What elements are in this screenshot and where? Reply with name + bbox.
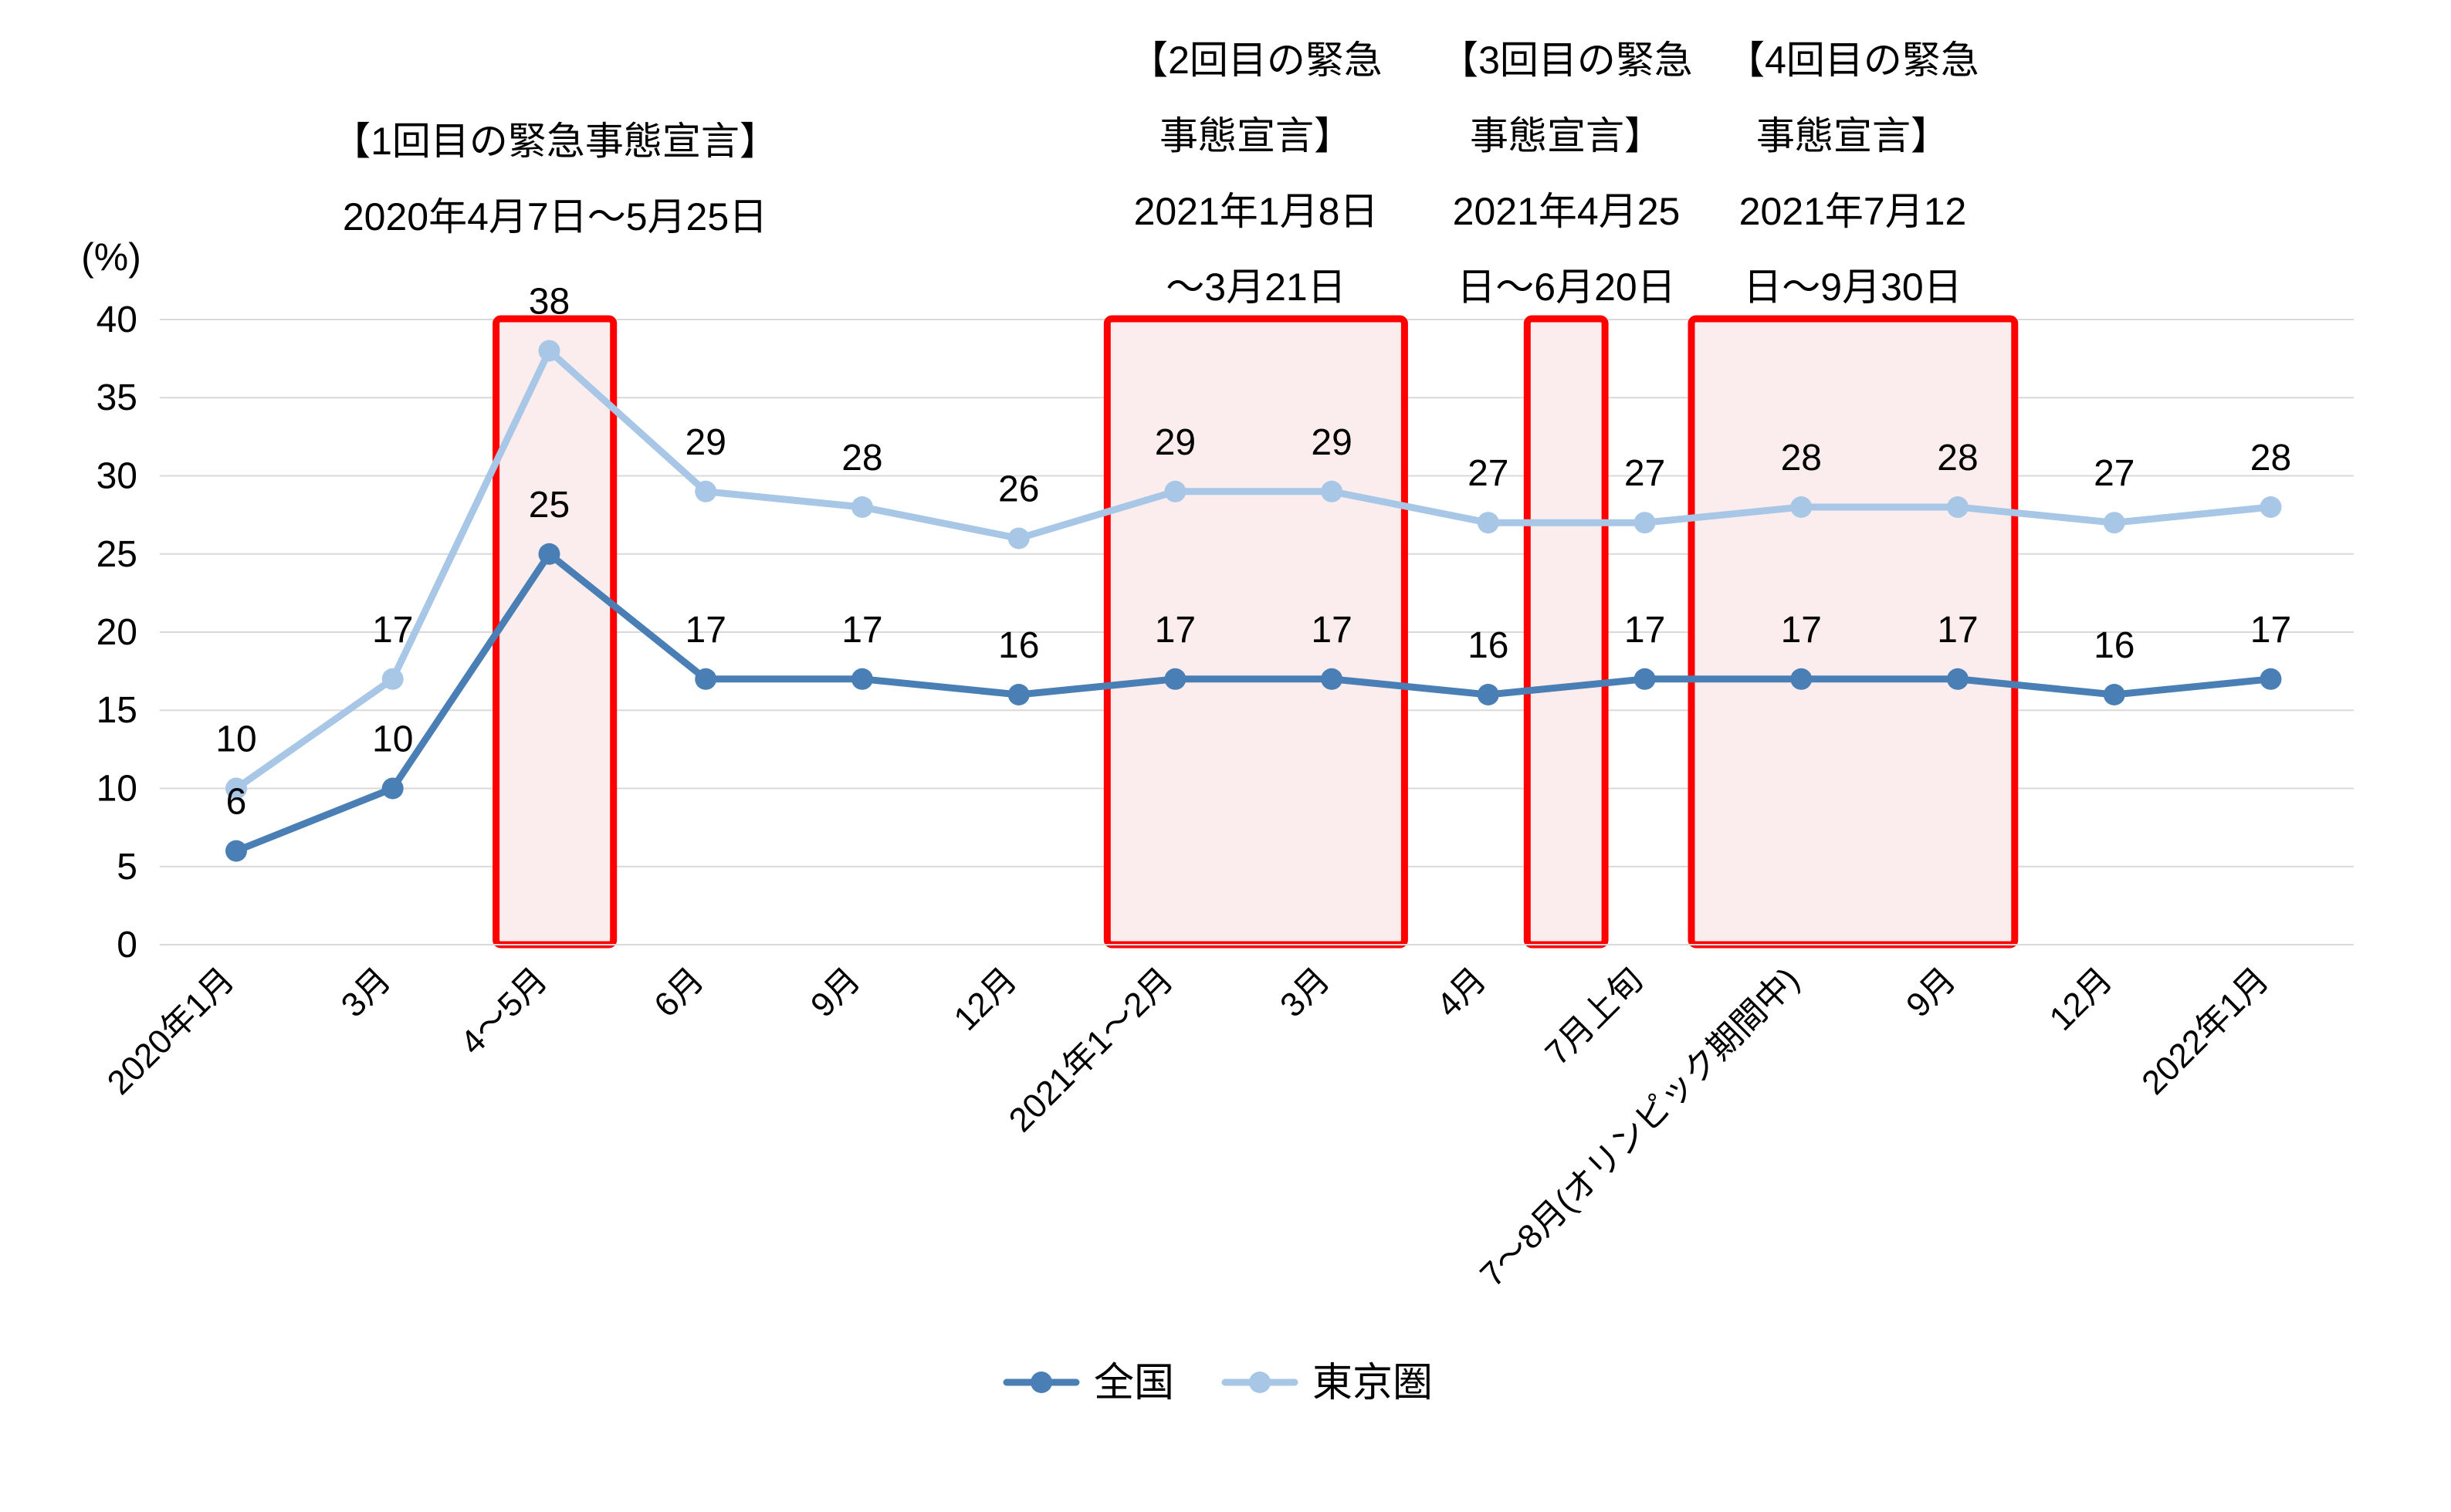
svg-text:28: 28 <box>841 438 882 479</box>
svg-text:東京圏: 東京圏 <box>1312 1361 1433 1405</box>
svg-text:2021年7月12: 2021年7月12 <box>1739 190 1967 233</box>
svg-text:35: 35 <box>96 377 137 418</box>
svg-text:29: 29 <box>1311 422 1352 463</box>
svg-text:17: 17 <box>841 610 882 651</box>
svg-text:17: 17 <box>1155 610 1196 651</box>
svg-text:全国: 全国 <box>1094 1361 1174 1405</box>
svg-text:17: 17 <box>1781 610 1822 651</box>
svg-text:20: 20 <box>96 612 137 653</box>
svg-text:事態宣言】: 事態宣言】 <box>1756 114 1949 157</box>
svg-text:28: 28 <box>2250 438 2291 479</box>
svg-text:10: 10 <box>215 719 256 760</box>
svg-text:(%): (%) <box>81 235 141 279</box>
svg-text:40: 40 <box>96 299 137 340</box>
svg-text:17: 17 <box>1624 610 1665 651</box>
svg-text:17: 17 <box>1937 610 1978 651</box>
svg-text:17: 17 <box>1311 610 1352 651</box>
svg-text:【1回目の緊急事態宣言】: 【1回目の緊急事態宣言】 <box>332 120 778 163</box>
svg-text:0: 0 <box>117 925 137 966</box>
svg-text:日〜9月30日: 日〜9月30日 <box>1743 266 1962 309</box>
svg-text:〜3月21日: 〜3月21日 <box>1166 266 1346 309</box>
svg-text:10: 10 <box>96 769 137 810</box>
svg-text:2021年4月25: 2021年4月25 <box>1453 190 1681 233</box>
svg-text:17: 17 <box>686 610 726 651</box>
svg-text:28: 28 <box>1781 438 1822 479</box>
svg-text:26: 26 <box>998 469 1039 510</box>
svg-text:28: 28 <box>1937 438 1978 479</box>
svg-text:5: 5 <box>117 847 137 888</box>
svg-text:【2回目の緊急: 【2回目の緊急 <box>1129 39 1383 82</box>
svg-text:【3回目の緊急: 【3回目の緊急 <box>1440 39 1693 82</box>
svg-text:6: 6 <box>226 782 247 823</box>
svg-text:25: 25 <box>96 534 137 575</box>
svg-text:10: 10 <box>372 719 413 760</box>
svg-text:16: 16 <box>1468 625 1508 666</box>
svg-text:【4回目の緊急: 【4回目の緊急 <box>1726 39 1979 82</box>
svg-text:25: 25 <box>529 485 570 526</box>
svg-text:15: 15 <box>96 690 137 731</box>
svg-text:27: 27 <box>2094 453 2134 494</box>
svg-text:17: 17 <box>372 610 413 651</box>
svg-text:16: 16 <box>998 625 1039 666</box>
svg-text:事態宣言】: 事態宣言】 <box>1159 114 1352 157</box>
svg-text:17: 17 <box>2250 610 2291 651</box>
svg-text:27: 27 <box>1624 453 1665 494</box>
svg-text:16: 16 <box>2094 625 2134 666</box>
svg-text:27: 27 <box>1468 453 1508 494</box>
svg-text:日〜6月20日: 日〜6月20日 <box>1457 266 1675 309</box>
svg-text:2021年1月8日: 2021年1月8日 <box>1134 190 1379 233</box>
svg-text:38: 38 <box>529 282 570 323</box>
svg-text:29: 29 <box>686 422 726 463</box>
svg-text:29: 29 <box>1155 422 1196 463</box>
svg-text:30: 30 <box>96 456 137 497</box>
svg-text:2020年4月7日〜5月25日: 2020年4月7日〜5月25日 <box>343 195 767 238</box>
svg-text:事態宣言】: 事態宣言】 <box>1470 114 1663 157</box>
